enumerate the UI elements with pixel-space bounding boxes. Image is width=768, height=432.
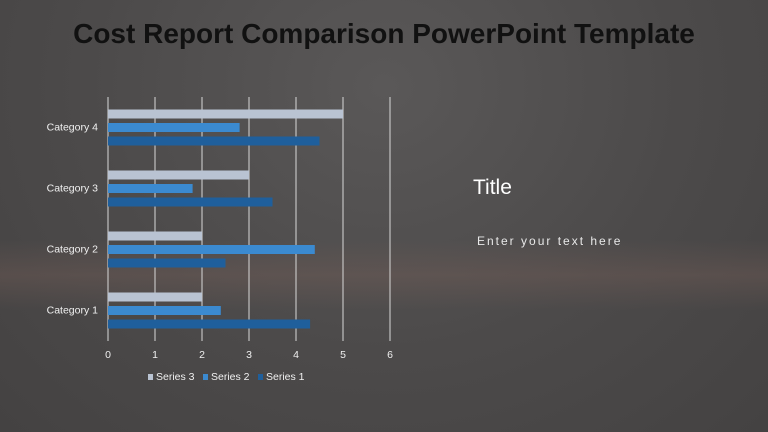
legend-label: Series 2 [211,371,250,383]
bar [108,292,202,302]
bar [108,231,202,241]
bar [108,170,249,180]
x-tick-label: 2 [199,349,205,361]
x-tick-label: 3 [246,349,252,361]
y-tick-label: Category 4 [47,121,99,133]
x-tick-label: 6 [387,349,393,361]
y-tick-label: Category 1 [47,304,99,316]
slide-title: Cost Report Comparison PowerPoint Templa… [73,18,695,49]
text-heading: Title [473,176,512,199]
x-tick-label: 1 [152,349,158,361]
y-tick-label: Category 3 [47,182,99,194]
bar [108,319,311,329]
bar [108,306,221,315]
y-tick-label: Category 2 [47,243,99,255]
bar [108,184,193,193]
x-tick-label: 0 [105,349,111,361]
bar [108,123,240,132]
bar [108,197,273,207]
bar [108,258,226,268]
x-tick-label: 4 [293,349,299,361]
legend-label: Series 1 [266,371,305,383]
bar [108,245,315,254]
text-body: Enter your text here [477,234,623,248]
bar [108,109,343,119]
legend-swatch [148,374,153,380]
legend-swatch [258,374,263,380]
legend-label: Series 3 [156,371,195,383]
bar [108,136,320,146]
legend-swatch [203,374,208,380]
x-tick-label: 5 [340,349,346,361]
